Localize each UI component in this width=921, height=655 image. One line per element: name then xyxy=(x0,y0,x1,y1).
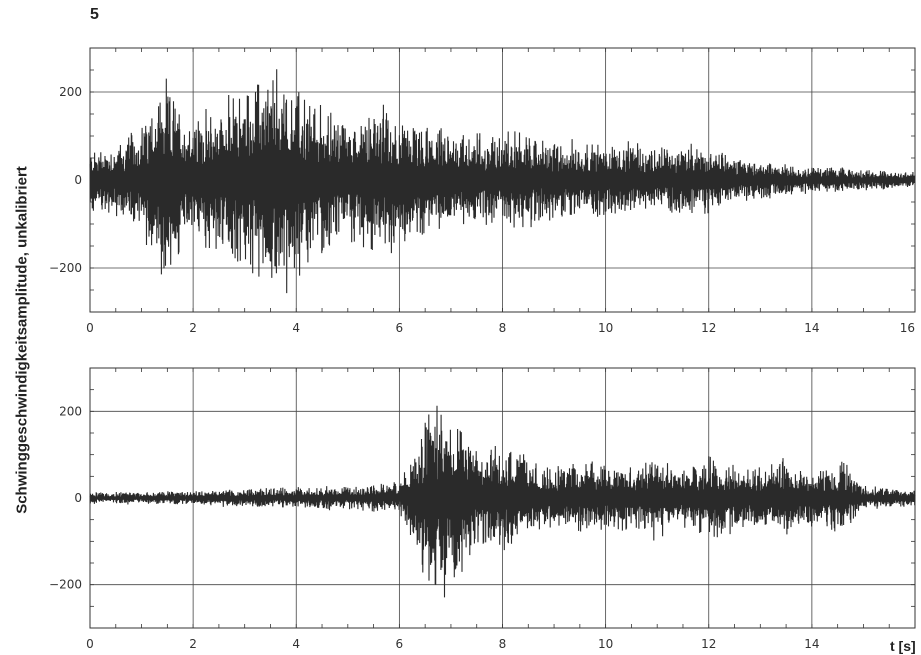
x-tick-label: 0 xyxy=(86,321,94,335)
y-tick-label: −200 xyxy=(49,578,82,592)
x-tick-label: 10 xyxy=(598,637,613,651)
y-tick-label: 0 xyxy=(74,491,82,505)
x-tick-label: 6 xyxy=(396,321,404,335)
x-tick-label: 4 xyxy=(292,321,300,335)
y-tick-label: 200 xyxy=(59,404,82,418)
x-tick-label: 2 xyxy=(189,321,197,335)
x-tick-label: 16 xyxy=(900,321,915,335)
y-tick-label: 0 xyxy=(74,173,82,187)
x-tick-label: 4 xyxy=(292,637,300,651)
y-tick-label: −200 xyxy=(49,261,82,275)
x-tick-label: 14 xyxy=(804,637,819,651)
figure-number: 5 xyxy=(90,6,99,23)
x-tick-label: 10 xyxy=(598,321,613,335)
x-axis-unit-label: t [s] xyxy=(890,638,916,654)
x-tick-label: 2 xyxy=(189,637,197,651)
x-tick-label: 14 xyxy=(804,321,819,335)
x-tick-label: 12 xyxy=(701,637,716,651)
x-tick-label: 8 xyxy=(499,321,507,335)
x-tick-label: 6 xyxy=(396,637,404,651)
y-tick-label: 200 xyxy=(59,85,82,99)
x-tick-label: 0 xyxy=(86,637,94,651)
x-tick-label: 8 xyxy=(499,637,507,651)
x-tick-label: 12 xyxy=(701,321,716,335)
waveform-trace-2 xyxy=(89,405,916,598)
waveform-trace-1 xyxy=(89,69,916,294)
